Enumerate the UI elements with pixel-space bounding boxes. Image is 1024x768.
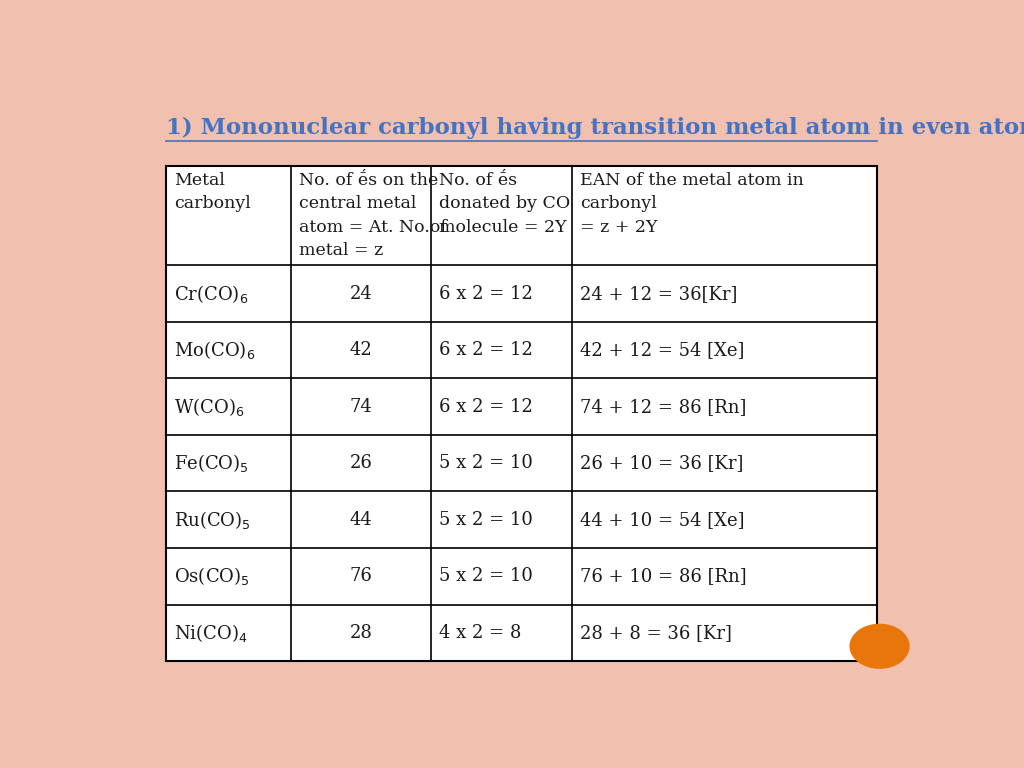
Text: Metal
carbonyl: Metal carbonyl [174,172,251,213]
Text: 6 x 2 = 12: 6 x 2 = 12 [439,285,534,303]
Text: 42 + 12 = 54 [Xe]: 42 + 12 = 54 [Xe] [580,341,744,359]
Text: Os(CO)$_5$: Os(CO)$_5$ [174,565,250,588]
Text: Ru(CO)$_5$: Ru(CO)$_5$ [174,508,251,531]
Text: 44 + 10 = 54 [Xe]: 44 + 10 = 54 [Xe] [580,511,744,528]
Text: 1) Mononuclear carbonyl having transition metal atom in even atomic number: 1) Mononuclear carbonyl having transitio… [166,117,1024,139]
Text: 24 + 12 = 36[Kr]: 24 + 12 = 36[Kr] [580,285,737,303]
Text: 74 + 12 = 86 [Rn]: 74 + 12 = 86 [Rn] [580,398,746,415]
Text: 5 x 2 = 10: 5 x 2 = 10 [439,568,534,585]
Text: 26 + 10 = 36 [Kr]: 26 + 10 = 36 [Kr] [580,454,743,472]
Text: 24: 24 [349,285,373,303]
Text: 5 x 2 = 10: 5 x 2 = 10 [439,511,534,528]
Text: 26: 26 [349,454,373,472]
Text: EAN of the metal atom in
carbonyl
= z + 2Y: EAN of the metal atom in carbonyl = z + … [580,172,804,236]
Text: 74: 74 [349,398,373,415]
Text: 76 + 10 = 86 [Rn]: 76 + 10 = 86 [Rn] [580,568,746,585]
Text: 44: 44 [349,511,373,528]
Circle shape [850,624,909,668]
Text: W(CO)$_6$: W(CO)$_6$ [174,396,245,418]
Text: 28: 28 [349,624,373,642]
FancyBboxPatch shape [166,166,878,661]
Text: 4 x 2 = 8: 4 x 2 = 8 [439,624,521,642]
Text: 6 x 2 = 12: 6 x 2 = 12 [439,341,534,359]
Text: Cr(CO)$_6$: Cr(CO)$_6$ [174,283,249,305]
Text: 28 + 8 = 36 [Kr]: 28 + 8 = 36 [Kr] [580,624,732,642]
Text: Fe(CO)$_5$: Fe(CO)$_5$ [174,452,249,474]
Text: Ni(CO)$_4$: Ni(CO)$_4$ [174,622,248,644]
Text: 42: 42 [349,341,373,359]
Text: 6 x 2 = 12: 6 x 2 = 12 [439,398,534,415]
Text: Mo(CO)$_6$: Mo(CO)$_6$ [174,339,255,361]
Text: No. of ḗs on the
central metal
atom = At. No.of
metal = z: No. of ḗs on the central metal atom = At… [299,172,446,260]
Text: 76: 76 [349,568,373,585]
Text: 5 x 2 = 10: 5 x 2 = 10 [439,454,534,472]
Text: No. of ḗs
donated by CO
molecule = 2Y: No. of ḗs donated by CO molecule = 2Y [439,172,570,236]
